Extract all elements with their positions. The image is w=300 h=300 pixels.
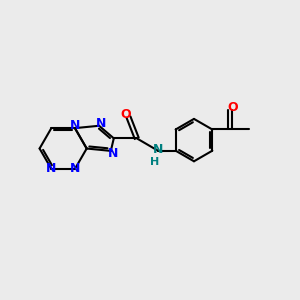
- Text: O: O: [227, 101, 238, 114]
- Text: N: N: [46, 162, 56, 176]
- Text: N: N: [108, 147, 119, 160]
- Text: O: O: [121, 108, 131, 121]
- Text: N: N: [70, 119, 80, 132]
- Text: N: N: [153, 143, 164, 156]
- Text: H: H: [150, 157, 160, 166]
- Text: N: N: [70, 162, 81, 176]
- Text: N: N: [96, 117, 106, 130]
